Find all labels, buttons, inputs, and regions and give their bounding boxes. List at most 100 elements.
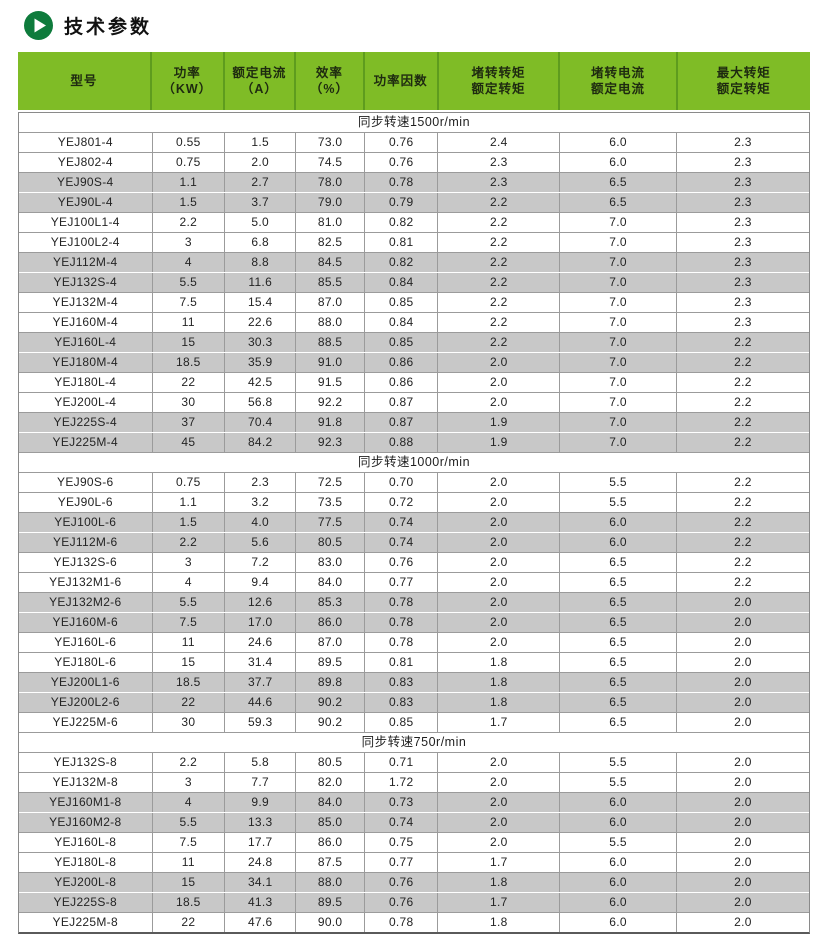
table-row: YEJ90S-4 1.1 2.7 78.0 0.78 2.3 6.5 2.3 bbox=[19, 172, 809, 192]
cell-locked-torque: 1.8 bbox=[438, 653, 561, 672]
cell-rated-current: 22.6 bbox=[225, 313, 297, 332]
cell-rated-current: 7.7 bbox=[225, 773, 297, 792]
cell-rated-current: 8.8 bbox=[225, 253, 297, 272]
cell-power: 1.5 bbox=[153, 513, 226, 532]
cell-max-torque: 2.0 bbox=[734, 675, 752, 689]
cell-efficiency: 90.2 bbox=[296, 713, 365, 732]
cell-rated-current: 6.8 bbox=[225, 233, 297, 252]
cell-power-factor: 0.84 bbox=[365, 273, 439, 292]
cell-locked-torque: 2.0 bbox=[438, 573, 561, 592]
cell-rated-current: 9.4 bbox=[225, 573, 297, 592]
cell-locked-current: 6.0 bbox=[560, 153, 678, 172]
title-bar: 技术参数 bbox=[24, 11, 152, 40]
cell-efficiency: 88.0 bbox=[296, 313, 365, 332]
cell-efficiency: 84.0 bbox=[296, 793, 365, 812]
cell-max-torque: 2.3 bbox=[734, 215, 752, 229]
cell-locked-torque: 2.0 bbox=[438, 613, 561, 632]
cell-power-factor: 0.87 bbox=[365, 393, 439, 412]
cell-locked-current: 6.0 bbox=[560, 133, 678, 152]
cell-model: YEJ112M-6 bbox=[19, 533, 153, 552]
cell-max-torque: 2.2 bbox=[734, 395, 752, 409]
cell-power: 15 bbox=[153, 873, 226, 892]
cell-model: YEJ180L-4 bbox=[19, 373, 153, 392]
cell-power: 4 bbox=[153, 253, 226, 272]
cell-power: 15 bbox=[153, 653, 226, 672]
cell-efficiency: 86.0 bbox=[296, 833, 365, 852]
column-header-line: 堵转电流 bbox=[591, 66, 646, 80]
table-row: YEJ160L-4 15 30.3 88.5 0.85 2.2 7.0 2.2 bbox=[19, 332, 809, 352]
cell-max-torque: 2.2 bbox=[734, 335, 752, 349]
cell-power: 11 bbox=[153, 313, 226, 332]
section-header: 同步转速1000r/min bbox=[19, 452, 809, 472]
cell-power-factor: 0.78 bbox=[365, 613, 439, 632]
cell-model: YEJ801-4 bbox=[19, 133, 153, 152]
cell-power-factor: 0.75 bbox=[365, 833, 439, 852]
cell-max-torque: 2.0 bbox=[734, 895, 752, 909]
cell-locked-torque: 2.2 bbox=[438, 313, 561, 332]
column-header-line: 额定电流 bbox=[232, 66, 287, 80]
section-header: 同步转速1500r/min bbox=[19, 113, 809, 132]
cell-power-factor: 0.84 bbox=[365, 313, 439, 332]
cell-power: 22 bbox=[153, 693, 226, 712]
column-header-line: 效率 bbox=[315, 66, 343, 80]
cell-max-torque: 2.2 bbox=[734, 415, 752, 429]
cell-max-torque: 2.0 bbox=[734, 775, 752, 789]
cell-locked-torque: 2.0 bbox=[438, 833, 561, 852]
cell-efficiency: 79.0 bbox=[296, 193, 365, 212]
cell-locked-torque: 2.0 bbox=[438, 633, 561, 652]
table-row: YEJ225M-6 30 59.3 90.2 0.85 1.7 6.5 2.0 bbox=[19, 712, 809, 732]
cell-rated-current: 5.6 bbox=[225, 533, 297, 552]
cell-efficiency: 78.0 bbox=[296, 173, 365, 192]
cell-max-torque: 2.0 bbox=[734, 855, 752, 869]
cell-model: YEJ90S-4 bbox=[19, 173, 153, 192]
cell-power-factor: 0.88 bbox=[365, 433, 439, 452]
cell-max-torque: 2.3 bbox=[734, 175, 752, 189]
cell-max-torque: 2.2 bbox=[734, 515, 752, 529]
cell-power: 18.5 bbox=[153, 353, 226, 372]
cell-power-factor: 0.74 bbox=[365, 533, 439, 552]
cell-model: YEJ132M-8 bbox=[19, 773, 153, 792]
table-row: YEJ100L2-4 3 6.8 82.5 0.81 2.2 7.0 2.3 bbox=[19, 232, 809, 252]
cell-efficiency: 85.5 bbox=[296, 273, 365, 292]
cell-locked-current: 5.5 bbox=[560, 753, 678, 772]
cell-efficiency: 90.2 bbox=[296, 693, 365, 712]
table-row: YEJ225S-4 37 70.4 91.8 0.87 1.9 7.0 2.2 bbox=[19, 412, 809, 432]
cell-rated-current: 2.0 bbox=[225, 153, 297, 172]
cell-power-factor: 0.85 bbox=[365, 713, 439, 732]
cell-power-factor: 0.76 bbox=[365, 893, 439, 912]
cell-locked-torque: 2.0 bbox=[438, 533, 561, 552]
table-row: YEJ180M-4 18.5 35.9 91.0 0.86 2.0 7.0 2.2 bbox=[19, 352, 809, 372]
cell-locked-current: 7.0 bbox=[560, 433, 678, 452]
table-header-row: 型号 功率 （KW） 额定电流 （A） 效率 （%） 功率因数 堵转转矩 额定转矩 堵转电流 额定电流… bbox=[18, 52, 810, 110]
column-header-line: 堵转转矩 bbox=[471, 66, 526, 80]
cell-power: 3 bbox=[153, 773, 226, 792]
table-row: YEJ200L2-6 22 44.6 90.2 0.83 1.8 6.5 2.0 bbox=[19, 692, 809, 712]
cell-locked-current: 7.0 bbox=[560, 213, 678, 232]
cell-power: 30 bbox=[153, 713, 226, 732]
cell-model: YEJ132S-8 bbox=[19, 753, 153, 772]
cell-locked-torque: 2.0 bbox=[438, 473, 561, 492]
cell-model: YEJ160M-6 bbox=[19, 613, 153, 632]
cell-efficiency: 80.5 bbox=[296, 753, 365, 772]
cell-power-factor: 0.87 bbox=[365, 413, 439, 432]
cell-efficiency: 92.3 bbox=[296, 433, 365, 452]
cell-efficiency: 77.5 bbox=[296, 513, 365, 532]
cell-rated-current: 41.3 bbox=[225, 893, 297, 912]
cell-power-factor: 0.76 bbox=[365, 133, 439, 152]
cell-rated-current: 12.6 bbox=[225, 593, 297, 612]
cell-power-factor: 0.86 bbox=[365, 373, 439, 392]
cell-efficiency: 84.5 bbox=[296, 253, 365, 272]
table-row: YEJ200L-8 15 34.1 88.0 0.76 1.8 6.0 2.0 bbox=[19, 872, 809, 892]
cell-locked-current: 6.5 bbox=[560, 653, 678, 672]
cell-rated-current: 4.0 bbox=[225, 513, 297, 532]
cell-locked-torque: 2.2 bbox=[438, 273, 561, 292]
cell-max-torque: 2.0 bbox=[734, 835, 752, 849]
cell-power-factor: 0.82 bbox=[365, 253, 439, 272]
cell-locked-torque: 2.0 bbox=[438, 813, 561, 832]
cell-rated-current: 24.8 bbox=[225, 853, 297, 872]
cell-power-factor: 0.78 bbox=[365, 593, 439, 612]
cell-locked-torque: 2.0 bbox=[438, 373, 561, 392]
column-header-rated-current: 额定电流 （A） bbox=[225, 52, 296, 110]
cell-power: 2.2 bbox=[153, 213, 226, 232]
cell-efficiency: 81.0 bbox=[296, 213, 365, 232]
